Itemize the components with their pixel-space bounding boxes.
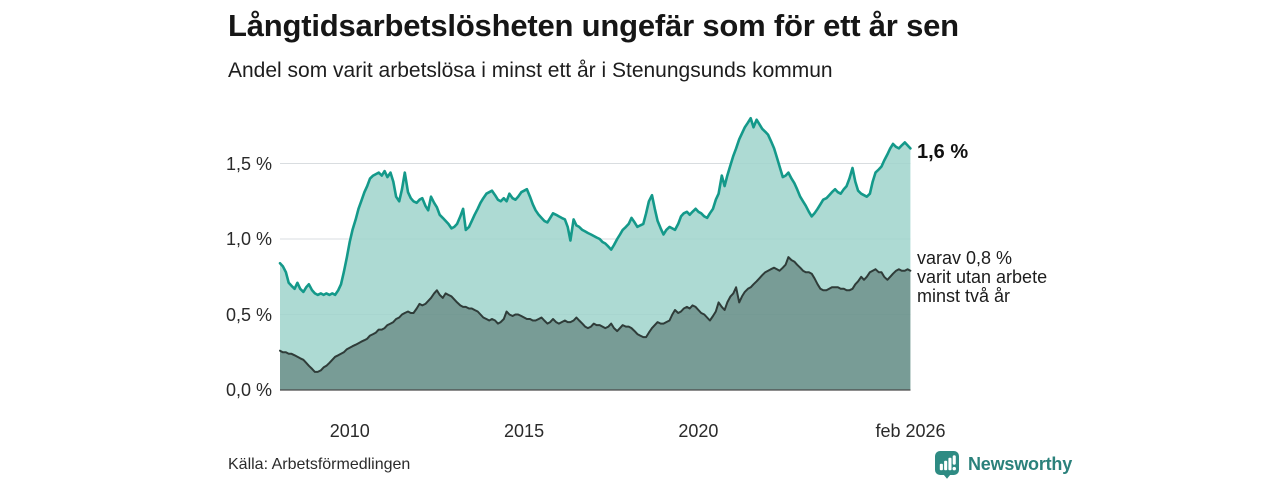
newsworthy-wordmark: Newsworthy <box>968 454 1073 474</box>
y-tick-label-1-0: 1,0 % <box>225 229 272 249</box>
page-subtitle: Andel som varit arbetslösa i minst ett å… <box>228 59 833 82</box>
annotation-line-2: varit utan arbete <box>917 267 1048 287</box>
y-tick-label-1-5: 1,5 % <box>225 153 272 174</box>
series-2-area <box>280 257 911 390</box>
x-tick-label-2015: 2015 <box>504 421 545 441</box>
series-2-line <box>279 256 912 373</box>
series2-end-annotation: varav 0,8 % varit utan arbete minst två … <box>917 249 1047 306</box>
page-title: Långtidsarbetslösheten ungefär som för e… <box>228 8 959 43</box>
source-caption: Källa: Arbetsförmedlingen <box>228 456 411 473</box>
x-tick-label-2020: 2020 <box>678 421 719 441</box>
series1-end-value-label: 1,6 % <box>917 141 969 163</box>
newsworthy-brand: Newsworthy <box>934 450 1072 479</box>
annotation-line-3: minst två år <box>917 286 1011 306</box>
series-1-line <box>278 116 912 297</box>
y-tick-label-0-0: 0,0 % <box>225 380 272 400</box>
x-tick-label-feb-2026: feb 2026 <box>875 421 946 441</box>
y-tick-label-0-5: 0,5 % <box>225 304 272 325</box>
x-tick-label-2010: 2010 <box>329 421 370 441</box>
newsworthy-logo-icon <box>935 451 959 479</box>
annotation-line-1: varav 0,8 % <box>917 248 1013 268</box>
